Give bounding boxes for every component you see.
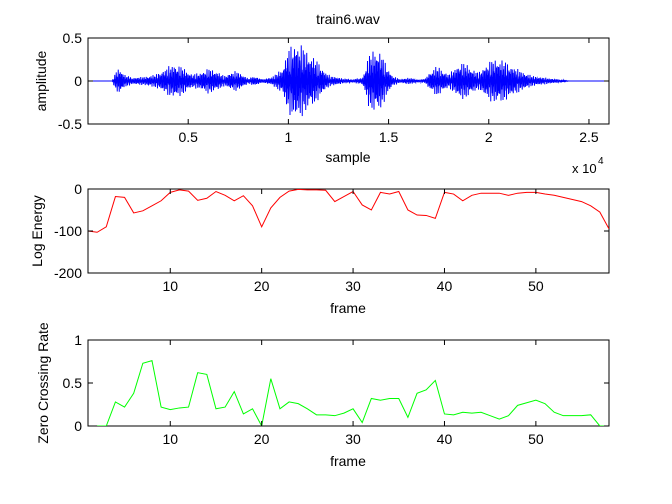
log-energy-axes-box — [87, 188, 610, 274]
log-energy-y-tick-label: 0 — [74, 181, 82, 197]
zcr-y-tick-label: 1 — [74, 332, 82, 348]
zcr-x-label: frame — [330, 453, 366, 469]
log-energy-x-tick-label: 50 — [528, 278, 544, 294]
zcr-x-tick-label: 30 — [345, 431, 361, 447]
waveform-ticks: 0.5 1 1.5 2 2.5 -0.5 0 0.5 — [58, 30, 609, 145]
zcr-y-tick-label: 0.5 — [63, 375, 83, 391]
zcr-ticks: 10 20 30 40 50 0 0.5 1 — [63, 332, 609, 447]
zcr-x-tick-label: 10 — [162, 431, 178, 447]
waveform-x-exponent-base: x 10 — [572, 161, 597, 176]
log-energy-y-label: Log Energy — [29, 195, 45, 267]
waveform-panel: 0.5 1 1.5 2 2.5 -0.5 0 0.5 train6.wav sample am… — [33, 11, 610, 176]
log-energy-x-label: frame — [330, 300, 366, 316]
waveform-y-tick-label: 0.5 — [63, 30, 83, 46]
waveform-series — [88, 45, 609, 117]
log-energy-panel: 10 20 30 40 50 -200 -100 0 frame Log Energy — [29, 181, 610, 316]
zcr-axes-box — [87, 339, 610, 427]
waveform-x-tick-label: 2.5 — [579, 129, 599, 145]
waveform-x-exponent-power: 4 — [598, 156, 604, 167]
zcr-x-tick-label: 40 — [437, 431, 453, 447]
waveform-x-tick-label: 0.5 — [178, 129, 198, 145]
waveform-x-tick-label: 1 — [284, 129, 292, 145]
log-energy-ticks: 10 20 30 40 50 -200 -100 0 — [54, 181, 609, 294]
zcr-y-tick-label: 0 — [74, 418, 82, 434]
waveform-x-tick-label: 1.5 — [379, 129, 399, 145]
waveform-y-label: amplitude — [33, 50, 49, 111]
log-energy-series — [88, 189, 609, 233]
waveform-x-label: sample — [325, 149, 370, 165]
log-energy-x-tick-label: 20 — [254, 278, 270, 294]
log-energy-y-tick-label: -200 — [54, 265, 82, 281]
waveform-title: train6.wav — [316, 11, 380, 27]
zcr-series-line — [97, 360, 609, 426]
zcr-series — [97, 360, 609, 426]
waveform-y-tick-label: -0.5 — [58, 116, 82, 132]
log-energy-series-line — [88, 189, 609, 233]
log-energy-x-tick-label: 40 — [437, 278, 453, 294]
zcr-panel: 10 20 30 40 50 0 0.5 1 frame Zero Crossing Rate — [35, 322, 610, 469]
zcr-x-tick-label: 50 — [528, 431, 544, 447]
log-energy-x-tick-label: 30 — [345, 278, 361, 294]
zcr-y-label: Zero Crossing Rate — [35, 322, 51, 444]
log-energy-x-tick-label: 10 — [162, 278, 178, 294]
waveform-x-tick-label: 2 — [485, 129, 493, 145]
log-energy-y-tick-label: -100 — [54, 223, 82, 239]
waveform-signal-line — [88, 45, 609, 117]
zcr-x-tick-label: 20 — [254, 431, 270, 447]
waveform-y-tick-label: 0 — [74, 73, 82, 89]
